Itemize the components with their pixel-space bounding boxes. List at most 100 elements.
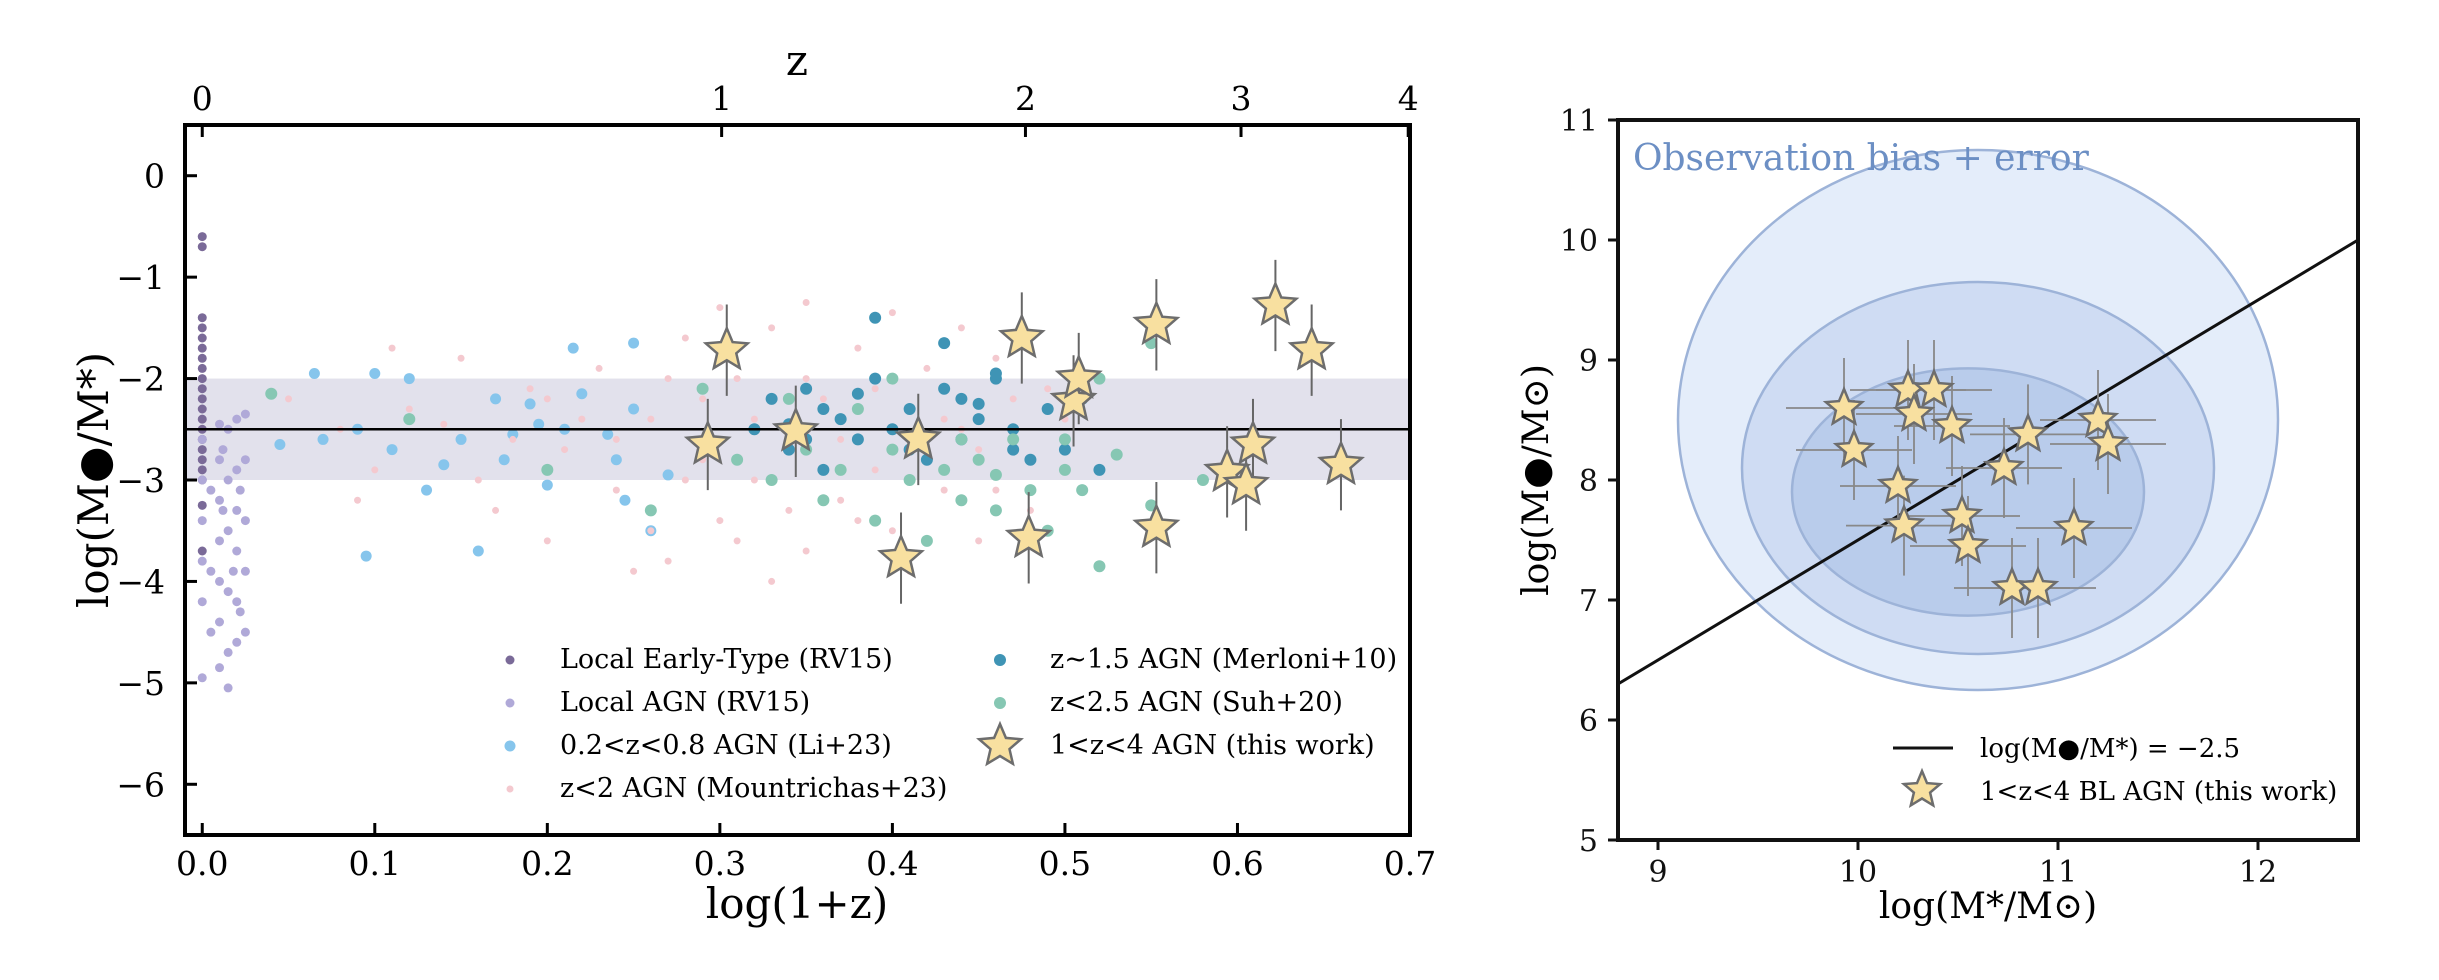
right-y-tick-label-0: 5 [1579, 824, 1598, 859]
left-y-tick-label-0: 0 [144, 157, 165, 196]
right-x-tick-label-2: 11 [2039, 855, 2077, 890]
left-point-s1-9 [215, 536, 225, 546]
left-point-s0-11 [197, 404, 207, 414]
left-point-s5-20 [1024, 484, 1037, 497]
left-point-s3-39 [630, 567, 638, 575]
left-point-s4-13 [972, 413, 985, 426]
left-point-s0-5 [197, 343, 207, 353]
left-point-s3-38 [888, 309, 896, 317]
right-x-tick-label-1: 10 [1839, 855, 1877, 890]
left-point-s3-25 [888, 527, 896, 535]
left-point-s5-2 [541, 463, 554, 476]
left-point-s1-34 [218, 505, 228, 515]
left-point-s1-16 [223, 587, 233, 597]
left-point-s2-15 [541, 479, 553, 491]
left-point-s1-30 [206, 485, 216, 495]
right-legend-star-label: 1<z<4 BL AGN (this work) [1980, 777, 2337, 807]
left-point-s3-7 [543, 537, 551, 545]
left-point-s3-69 [354, 496, 362, 504]
left-point-s4-16 [1024, 453, 1037, 466]
left-point-s0-7 [197, 363, 207, 373]
left-point-s4-31 [972, 397, 985, 410]
left-point-s2-2 [317, 433, 329, 445]
left-point-s5-22 [1058, 463, 1071, 476]
right-star-point-13 [2016, 565, 2060, 607]
left-point-s4-1 [765, 392, 778, 405]
right-panel: 9 10 11 12 5 6 7 8 9 10 11 Observation bias + err… [1516, 104, 2360, 927]
left-point-s3-0 [285, 395, 293, 403]
left-point-s3-34 [1044, 385, 1052, 393]
left-point-s2-19 [602, 428, 614, 440]
left-point-s1-11 [215, 617, 225, 627]
right-star-point-2 [1876, 463, 1920, 505]
left-legend-label-4: z~1.5 AGN (Merloni+10) [1050, 644, 1397, 675]
left-top-tick-label-4: 4 [1398, 79, 1419, 118]
left-legend-label-1: Local AGN (RV15) [560, 687, 810, 718]
left-point-s1-10 [215, 576, 225, 586]
left-point-s4-9 [903, 403, 916, 415]
left-point-s3-47 [681, 476, 689, 484]
left-point-s2-9 [455, 433, 467, 445]
left-point-s1-36 [235, 607, 245, 617]
left-point-s3-27 [923, 364, 931, 372]
left-point-s3-51 [509, 435, 517, 443]
left-point-s5-0 [265, 387, 278, 400]
right-x-tick-label-3: 12 [2239, 855, 2277, 890]
left-point-s3-67 [612, 435, 620, 443]
left-point-s1-12 [215, 663, 225, 673]
left-point-s3-12 [664, 557, 672, 565]
left-point-s0-1 [197, 242, 207, 252]
left-point-s1-3 [197, 556, 207, 566]
left-point-s3-11 [647, 415, 655, 423]
left-point-s2-27 [403, 373, 415, 385]
left-point-s3-36 [716, 304, 724, 312]
left-legend-label-6: 1<z<4 AGN (this work) [1050, 730, 1375, 761]
left-point-s1-7 [215, 455, 225, 465]
left-point-s2-21 [628, 403, 640, 415]
right-star-point-6 [1912, 367, 1956, 409]
left-point-s3-49 [837, 435, 845, 443]
left-point-s5-16 [955, 494, 968, 507]
left-point-s2-25 [662, 469, 674, 481]
right-y-axis-label: log(M●/M⊙) [1516, 364, 1557, 596]
left-star-point-1 [702, 324, 751, 371]
left-star-point-9 [1132, 299, 1181, 346]
left-point-s5-11 [869, 514, 882, 527]
right-star-point-0 [1822, 385, 1866, 427]
left-star-point-6 [1004, 512, 1053, 559]
right-y-tick-label-3: 8 [1579, 464, 1598, 499]
left-x-tick-label-5: 0.5 [1039, 844, 1091, 883]
left-point-s3-5 [492, 506, 500, 514]
left-point-s1-29 [240, 627, 250, 637]
right-star-point-9 [1946, 523, 1990, 565]
left-point-s1-20 [232, 465, 242, 475]
left-point-s4-22 [989, 367, 1002, 380]
right-star-point-16 [2086, 421, 2130, 463]
left-point-s4-3 [800, 382, 813, 395]
left-point-s0-17 [197, 465, 207, 475]
left-legend-marker-2 [504, 740, 516, 752]
left-y-tick-label-4: −4 [116, 562, 165, 601]
left-point-s3-64 [854, 517, 862, 525]
right-x-axis-label: log(M*/M⊙) [1879, 886, 2097, 927]
left-point-s1-26 [240, 455, 250, 465]
left-point-s5-14 [920, 534, 933, 547]
left-star-point-16 [1317, 439, 1365, 486]
left-x-tick-label-1: 0.1 [349, 844, 401, 883]
left-point-s4-18 [1058, 443, 1071, 456]
left-point-s5-9 [834, 463, 847, 476]
left-point-s5-28 [1058, 433, 1071, 446]
left-point-s0-3 [197, 323, 207, 333]
left-point-s2-1 [308, 368, 320, 379]
left-point-s3-22 [837, 496, 845, 504]
right-star-point-10 [1982, 445, 2026, 487]
left-star-point-14 [1251, 280, 1300, 326]
left-point-s3-57 [1009, 395, 1017, 403]
left-y-tick-label-3: −3 [116, 461, 165, 500]
left-point-s3-46 [957, 324, 965, 332]
left-point-s3-61 [474, 476, 482, 484]
left-point-s4-5 [834, 413, 847, 426]
left-point-s3-23 [854, 344, 862, 352]
left-point-s4-29 [851, 387, 864, 400]
